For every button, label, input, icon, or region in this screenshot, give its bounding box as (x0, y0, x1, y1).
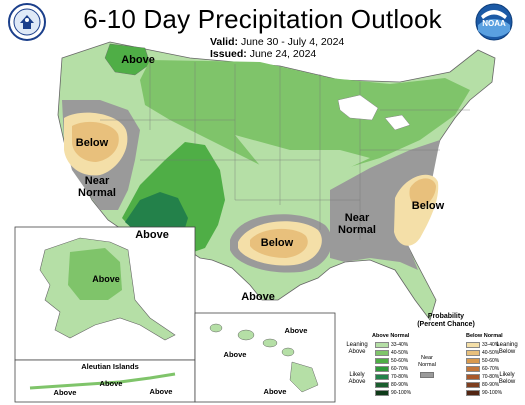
legend-below-range-5: 80-90% (482, 382, 500, 388)
alaska-above-label: Above (92, 274, 120, 284)
valid-dates: Valid: June 30 - July 4, 2024 (210, 36, 344, 48)
page-title: 6-10 Day Precipitation Outlook (83, 4, 442, 34)
legend-below-bin-2: 50-60% (466, 358, 499, 364)
aleutian-inset-box (14, 359, 196, 403)
valid-label: Valid: (210, 36, 239, 48)
legend-below-swatch-3 (466, 366, 480, 372)
southeast-near-normal-label: Near Normal (338, 212, 376, 236)
legend-above-range-5: 80-90% (391, 382, 409, 388)
legend-above-range-6: 90-100% (391, 390, 412, 396)
hawaii-above-label-1: Above (284, 326, 308, 335)
aleutian-title: Aleutian Islands (81, 362, 139, 371)
legend-below-swatch-0 (466, 342, 480, 348)
commerce-seal-icon (8, 3, 46, 41)
legend-below-range-2: 50-60% (482, 358, 500, 364)
legend-leaning-below: Leaning Below (496, 342, 518, 355)
valid-value: June 30 - July 4, 2024 (240, 36, 345, 48)
legend-leaning-above: Leaning Above (346, 342, 368, 355)
legend-above-range-2: 50-60% (391, 358, 409, 364)
issued-label: Issued: (210, 48, 247, 60)
legend-above-bin-5: 80-90% (375, 382, 408, 388)
legend-below-range-3: 60-70% (482, 366, 500, 372)
aleutian-islands (29, 372, 176, 390)
south-texas-above-label: Above (241, 291, 275, 303)
hawaii-above-label-3: Above (263, 387, 287, 396)
state-borders (100, 60, 470, 240)
legend-below-bin-4: 70-80% (466, 374, 499, 380)
southwest-above-label: Above (135, 229, 169, 241)
legend-below-bin-1: 40-50% (466, 350, 499, 356)
issued-value: June 24, 2024 (249, 48, 317, 60)
legend-below-range-0: 33-40% (482, 342, 500, 348)
legend-below-swatch-6 (466, 390, 480, 396)
legend-above-range-1: 40-50% (391, 350, 409, 356)
legend-below-swatch-4 (466, 374, 480, 380)
carolinas-below-core (409, 178, 436, 208)
legend-near-normal-label: Near Normal (418, 355, 436, 368)
legend-above-bin-0: 33-40% (375, 342, 408, 348)
legend-above-bin-3: 60-70% (375, 366, 408, 372)
legend-above-bin-4: 70-80% (375, 374, 408, 380)
legend-above-title: Above Normal (372, 333, 410, 339)
texas-below-core (250, 228, 308, 258)
legend-below-bin-5: 80-90% (466, 382, 499, 388)
aleutian-above-label-3: Above (149, 387, 173, 396)
northern-green-band (140, 60, 470, 175)
legend-likely-above: Likely Above (348, 372, 366, 385)
legend-below-range-4: 70-80% (482, 374, 500, 380)
northwest-above-label: Above (121, 54, 155, 66)
great-lakes (337, 94, 379, 121)
noaa-logo-icon: NOAA (475, 3, 513, 41)
legend-above-bin-1: 40-50% (375, 350, 408, 356)
legend-below-title: Below Normal (466, 333, 503, 339)
legend-below-bin-3: 60-70% (466, 366, 499, 372)
legend-above-swatch-3 (375, 366, 389, 372)
legend-above-swatch-2 (375, 358, 389, 364)
great-lakes-2 (384, 114, 411, 131)
legend-above-range-3: 60-70% (391, 366, 409, 372)
hawaii-islands (209, 323, 319, 393)
legend-title: Probability (Percent Chance) (417, 313, 475, 328)
legend-above-swatch-4 (375, 374, 389, 380)
legend-likely-below: Likely Below (498, 372, 516, 385)
legend-below-range-1: 40-50% (482, 350, 500, 356)
legend-above-swatch-6 (375, 390, 389, 396)
noaa-logo-text: NOAA (482, 19, 506, 28)
legend-below-swatch-1 (466, 350, 480, 356)
legend-above-swatch-5 (375, 382, 389, 388)
nevada-near-normal-label: Near Normal (78, 175, 116, 199)
legend-above-swatch-0 (375, 342, 389, 348)
northwest-above-region (104, 43, 151, 76)
legend-below-bin-6: 90-100% (466, 390, 502, 396)
texas-below-label: Below (260, 237, 294, 249)
legend-below-range-6: 90-100% (482, 390, 503, 396)
legend-below-swatch-2 (466, 358, 480, 364)
california-below-core (72, 121, 119, 162)
california-below-label: Below (75, 137, 109, 149)
legend-above-bin-6: 90-100% (375, 390, 411, 396)
aleutian-above-label-1: Above (53, 388, 77, 397)
southeast-near-normal-region (330, 140, 440, 270)
legend-above-swatch-1 (375, 350, 389, 356)
carolinas-below-label: Below (411, 200, 445, 212)
legend-near-normal-swatch (420, 372, 434, 378)
legend-above-range-4: 70-80% (391, 374, 409, 380)
alaska-above-region (68, 248, 122, 300)
hawaii-above-label-2: Above (223, 350, 247, 359)
legend-below-bin-0: 33-40% (466, 342, 499, 348)
central-light-band (235, 135, 370, 178)
legend-below-swatch-5 (466, 382, 480, 388)
legend-above-bin-2: 50-60% (375, 358, 408, 364)
issued-date: Issued: June 24, 2024 (210, 48, 316, 60)
legend-above-range-0: 33-40% (391, 342, 409, 348)
aleutian-above-label-2: Above (99, 379, 123, 388)
